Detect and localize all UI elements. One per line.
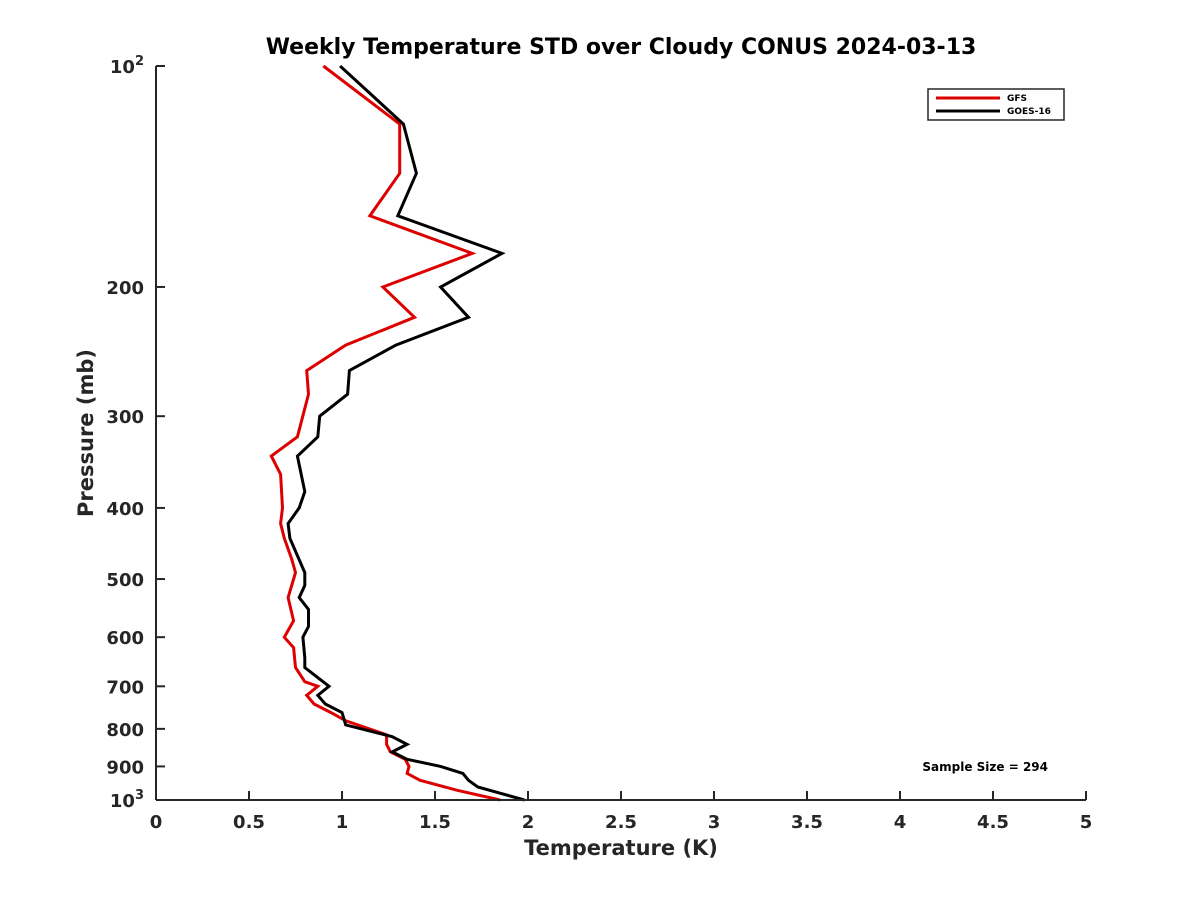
x-tick-label: 3 (708, 812, 721, 833)
series-line-gfs (269, 64, 501, 802)
x-tick-label: 1.5 (419, 812, 451, 833)
legend-box (927, 88, 1065, 121)
x-axis-label: Temperature (K) (524, 836, 718, 860)
x-tick-label: 4 (894, 812, 907, 833)
series-line-goes16 (286, 64, 525, 802)
y-tick-label: 103 (110, 788, 144, 812)
y-tick-label: 400 (106, 499, 144, 520)
x-tick-label: 2 (522, 812, 535, 833)
sample-size-annotation: Sample Size = 294 (922, 760, 1048, 774)
y-tick-label: 600 (106, 628, 144, 649)
chart-title: Weekly Temperature STD over Cloudy CONUS… (266, 35, 977, 60)
x-tick-label: 3.5 (791, 812, 823, 833)
y-tick-label: 300 (106, 407, 144, 428)
series-layer (269, 64, 525, 802)
x-tick-label: 2.5 (605, 812, 637, 833)
x-tick-label: 4.5 (977, 812, 1009, 833)
x-tick-label: 0 (150, 812, 163, 833)
x-tick-label: 0.5 (233, 812, 265, 833)
y-tick-label: 200 (106, 278, 144, 299)
y-tick-label: 700 (106, 677, 144, 698)
legend-label-gfs: GFS (1007, 94, 1027, 104)
y-tick-label: 900 (106, 757, 144, 778)
y-tick-label: 800 (106, 720, 144, 741)
legend: GFS GOES-16 (927, 88, 1065, 121)
x-ticks: 0 0.5 1 1.5 2 2.5 3 3.5 4 4.5 5 (150, 791, 1093, 833)
legend-label-goes16: GOES-16 (1007, 107, 1051, 117)
y-axis-label: Pressure (mb) (74, 349, 98, 517)
plot-area (156, 66, 1086, 800)
x-tick-label: 1 (336, 812, 349, 833)
y-tick-label: 500 (106, 570, 144, 591)
x-tick-label: 5 (1080, 812, 1093, 833)
